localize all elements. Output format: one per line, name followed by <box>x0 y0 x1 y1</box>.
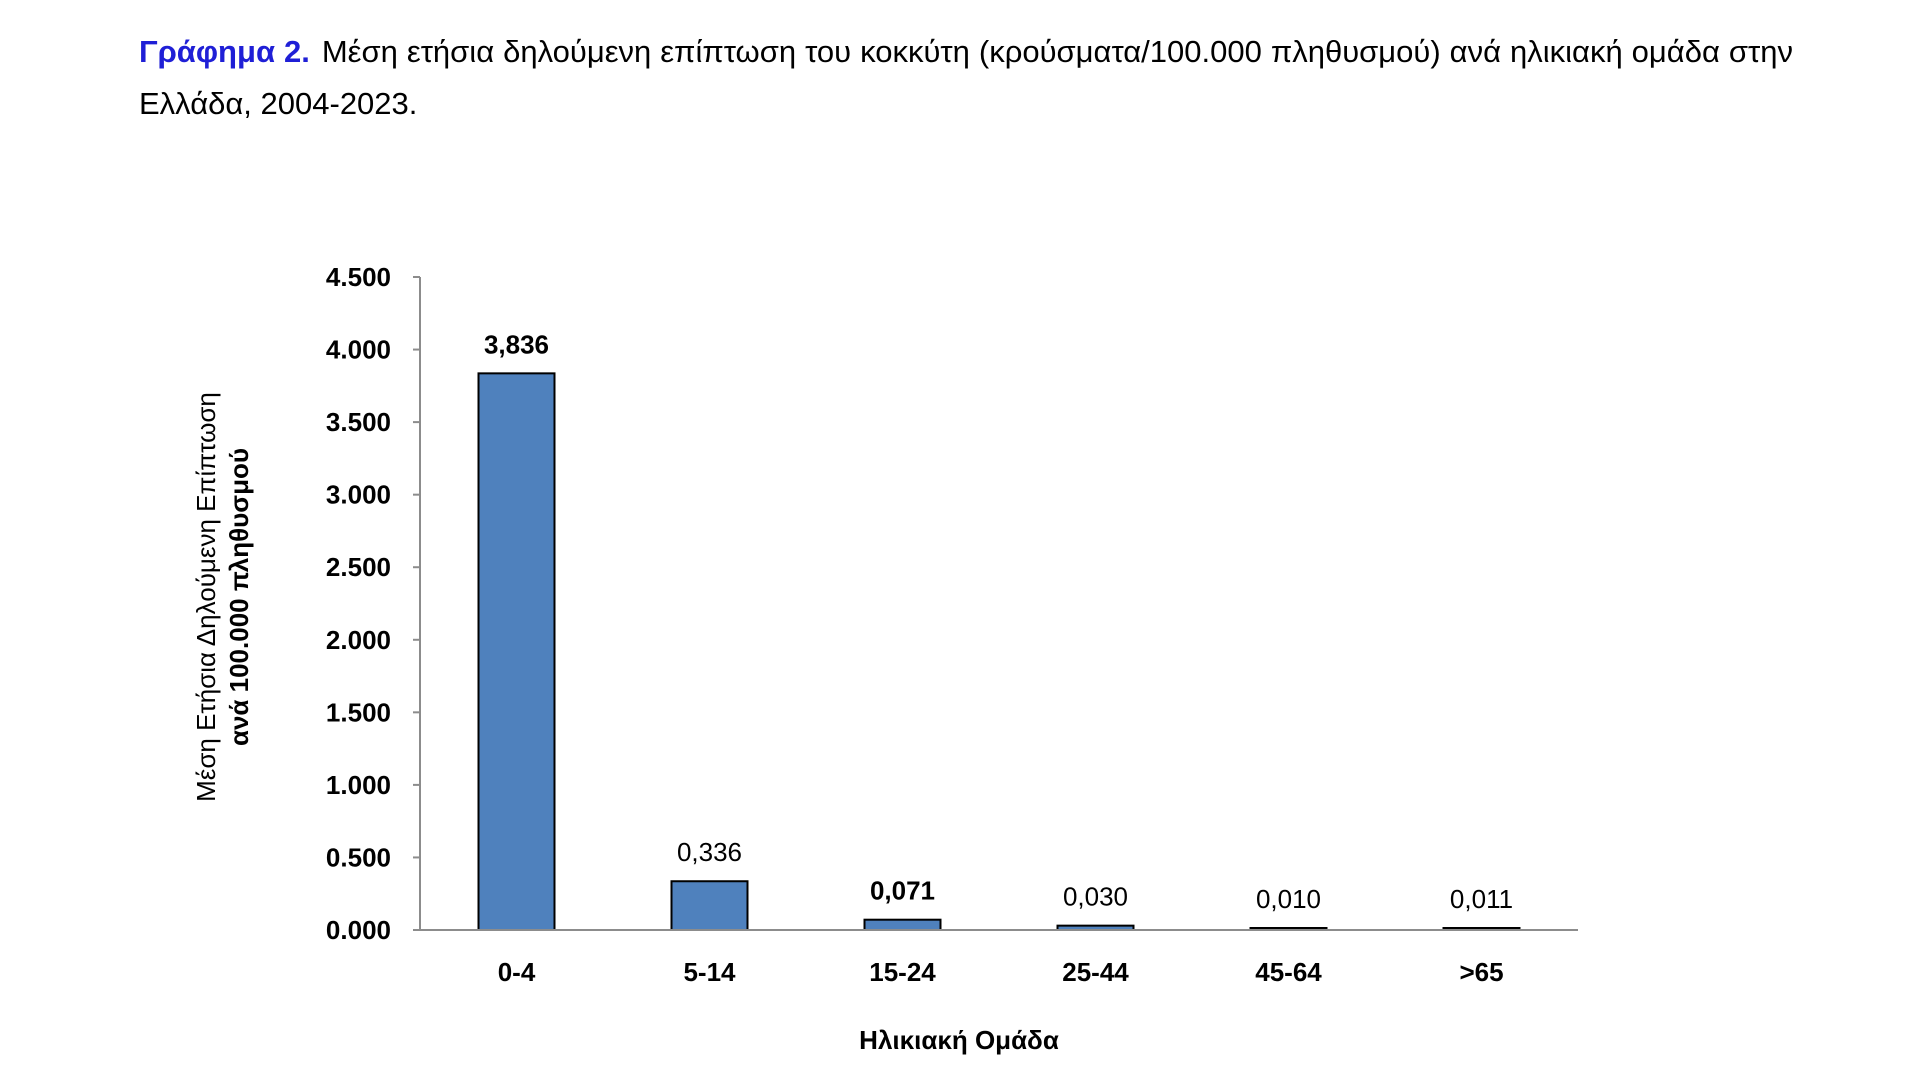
x-category-label: 45-64 <box>1255 957 1322 987</box>
y-tick-label: 2.500 <box>326 552 391 582</box>
y-tick-label: 1.500 <box>326 697 391 727</box>
x-category-label: 5-14 <box>683 957 736 987</box>
bar-value-label: 0,336 <box>677 837 742 867</box>
bar-5-14 <box>670 880 749 932</box>
y-tick-label: 0.500 <box>326 842 391 872</box>
figure-caption: Γράφημα 2. Μέση ετήσια δηλούμενη επίπτωση… <box>139 26 1793 130</box>
value-labels-group: 3,836 0,336 0,071 0,030 0,010 0,011 <box>484 329 1513 914</box>
y-tick-label: 3.000 <box>326 480 391 510</box>
y-tick-label: 2.000 <box>326 625 391 655</box>
y-axis-title-line-1: Μέση Ετήσια Δηλούμενη Επίπτωση <box>191 392 221 802</box>
bar-value-label: 0,071 <box>870 876 935 906</box>
bars-group <box>477 372 1521 932</box>
x-category-label: 0-4 <box>498 957 536 987</box>
bar-15-24 <box>863 918 942 931</box>
y-tick-label: 0.000 <box>326 915 391 945</box>
x-category-label: 15-24 <box>869 957 936 987</box>
bar-0-4 <box>477 372 556 932</box>
y-axis-title: Μέση Ετήσια Δηλούμενη Επίπτωση ανά 100.0… <box>191 392 254 802</box>
y-tick-label: 4.000 <box>326 335 391 365</box>
figure-caption-label: Γράφημα 2. <box>139 34 310 69</box>
x-category-label: 25-44 <box>1062 957 1129 987</box>
bar-value-label: 0,030 <box>1063 882 1128 912</box>
bar-value-label: 3,836 <box>484 329 549 359</box>
figure-caption-text: Μέση ετήσια δηλούμενη επίπτωση του κοκκύ… <box>139 34 1793 121</box>
bar-value-label: 0,010 <box>1256 884 1321 914</box>
y-tick-label: 4.500 <box>326 262 391 292</box>
y-tick-label: 3.500 <box>326 407 391 437</box>
bar-value-label: 0,011 <box>1450 884 1513 914</box>
y-tick-label: 1.000 <box>326 770 391 800</box>
x-axis-title: Ηλικιακή Ομάδα <box>859 1025 1059 1055</box>
y-axis-ticks: 0.000 0.500 1.000 1.500 2.000 2.500 3.000 3.500… <box>326 262 420 945</box>
x-axis-ticks: 0-4 5-14 15-24 25-44 45-64 >65 <box>498 957 1504 987</box>
y-axis-title-line-2: ανά 100.000 πληθυσμού <box>224 448 254 746</box>
x-category-label: >65 <box>1459 957 1503 987</box>
